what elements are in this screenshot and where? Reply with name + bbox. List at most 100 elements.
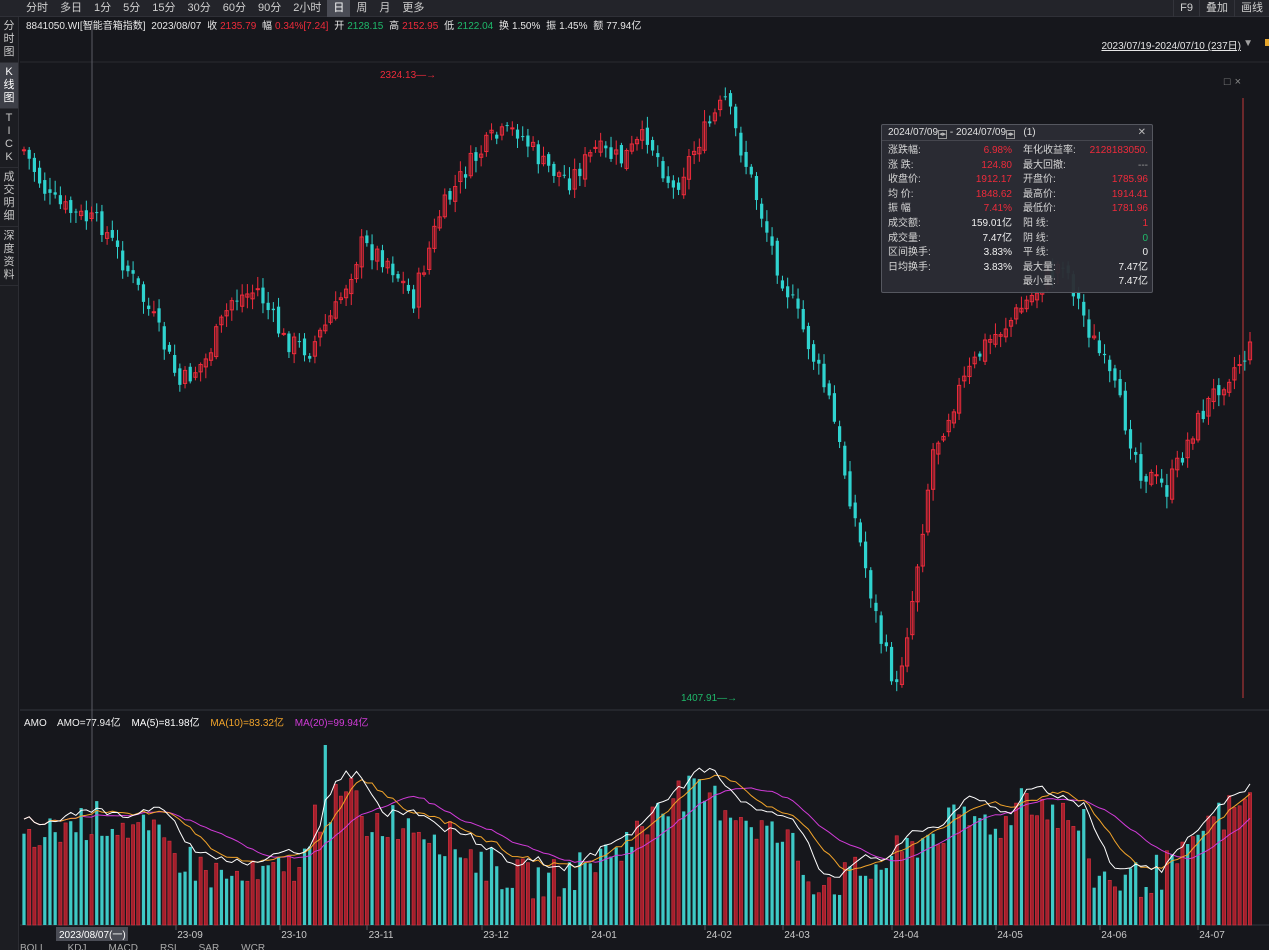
close-icon[interactable]: ✕ [1137,127,1146,138]
selected-date-label: 2023/08/07(一) [59,930,126,941]
popup-row-value: 1914.41 [1111,188,1148,200]
volume-bar [245,880,250,926]
volume-bar [125,837,130,926]
volume-bar [375,813,380,926]
candle-body [1243,360,1247,362]
ma10-line [23,774,1251,871]
popup-row: 最大回撤: --- [1023,159,1148,174]
popup-row-value: 1781.96 [1111,203,1148,215]
indicator-tab-0[interactable]: BOLL [20,943,46,950]
volume-bar [79,808,83,925]
side-tab-0[interactable]: 分时图 [0,17,18,63]
candle-body [666,176,670,183]
candle-body [884,642,888,647]
volume-bar [713,785,717,925]
candle-body [515,129,520,139]
tool-button-0[interactable]: F9 [1173,0,1199,17]
volume-bar [48,818,52,925]
volume-bar [967,825,972,926]
candle-body [853,502,857,519]
calendar-icon[interactable]: ◂▸ [938,130,948,139]
candle-body [739,132,743,156]
candle-body [63,201,68,210]
period-tab-9[interactable]: 日 [327,0,351,17]
candle-body [354,264,359,280]
volume-bar [172,853,177,926]
volume-bar [661,813,665,925]
candle-body [208,352,214,361]
tool-button-2[interactable]: 画线 [1234,0,1269,17]
period-tab-12[interactable]: 更多 [402,2,425,14]
candle-body [343,288,349,299]
dropdown-arrow-icon[interactable]: ▼ [1243,38,1253,49]
volume-bar [32,846,37,926]
indicator-tab-5[interactable]: WCR [241,943,266,950]
period-tab-7[interactable]: 90分 [258,2,282,14]
right-toolbar: F9 叠加 画线 [1173,0,1269,17]
popup-row-label: 最大量: [1023,261,1056,273]
x-axis-month-label: 24-04 [893,930,919,941]
period-tab-6[interactable]: 60分 [222,2,246,14]
indicator-tab-1[interactable]: KDJ [67,943,87,950]
high-value: 2152.95 [402,21,439,32]
volume-bar [255,879,260,926]
indicator-tab-4[interactable]: SAR [198,943,220,950]
period-tab-2[interactable]: 1分 [94,2,112,14]
period-tab-11[interactable]: 月 [379,2,391,14]
side-tab-3[interactable]: 成交明细 [0,168,18,227]
volume-bar [22,833,26,925]
turnover-label: 换 [499,21,510,32]
popup-row: 收盘价: 1912.17 [888,173,1012,188]
date-range-selector[interactable]: 2023/07/19-2024/07/10 (237日) [1101,41,1241,52]
volume-bar [500,889,504,925]
volume-bar [770,821,774,925]
maximize-icon[interactable]: □ [1223,76,1235,88]
candle-body [281,332,286,335]
volume-bar [941,843,946,926]
popup-row-value: 1912.17 [975,174,1012,186]
interval-stats-popup: 2024/07/09◂▸ - 2024/07/09◂▸ (1) ✕ 涨跌幅: 6.… [881,124,1153,293]
popup-row: 最高价: 1914.41 [1023,188,1148,203]
close-icon[interactable]: × [1234,76,1245,88]
calendar-icon[interactable]: ◂▸ [1006,130,1016,139]
volume-bar [687,775,691,925]
side-tab-4[interactable]: 深度资料 [0,227,18,286]
candle-body [370,244,374,261]
period-tab-8[interactable]: 2小时 [293,2,322,14]
period-tab-10[interactable]: 周 [356,2,368,14]
period-tab-3[interactable]: 5分 [123,2,141,14]
candle-body [235,300,239,302]
candle-body [541,155,546,165]
candle-body [328,315,333,323]
period-tab-1[interactable]: 多日 [60,2,82,14]
volume-bar [1134,862,1138,925]
popup-start-date: 2024/07/09 [888,127,939,138]
candle-body [479,153,484,158]
candle-body [582,154,588,180]
indicator-tab-3[interactable]: RSI [159,943,177,950]
candle-body [365,235,369,244]
volume-bar [905,837,909,925]
volume-bar [738,817,743,926]
period-tab-5[interactable]: 30分 [187,2,211,14]
volume-bar [749,827,753,925]
indicator-tab-2[interactable]: MACD [108,943,138,950]
popup-row-value: 6.98% [983,145,1012,156]
candle-body [993,334,998,345]
period-tab-4[interactable]: 15分 [152,2,176,14]
quote-date: 2023/08/07 [151,21,202,32]
volume-bar [344,791,348,926]
tool-button-1[interactable]: 叠加 [1199,0,1234,17]
candle-body [552,163,556,176]
candle-body [401,280,406,284]
candle-body [770,236,774,246]
candle-body [188,366,192,382]
volume-bar [682,811,686,925]
candle-body [385,260,390,269]
period-tabs: 分时 多日 1分 5分 15分 30分 60分 90分 2小时日周月更多 [20,0,430,17]
volume-bar [900,851,904,926]
period-tab-0[interactable]: 分时 [26,2,48,14]
